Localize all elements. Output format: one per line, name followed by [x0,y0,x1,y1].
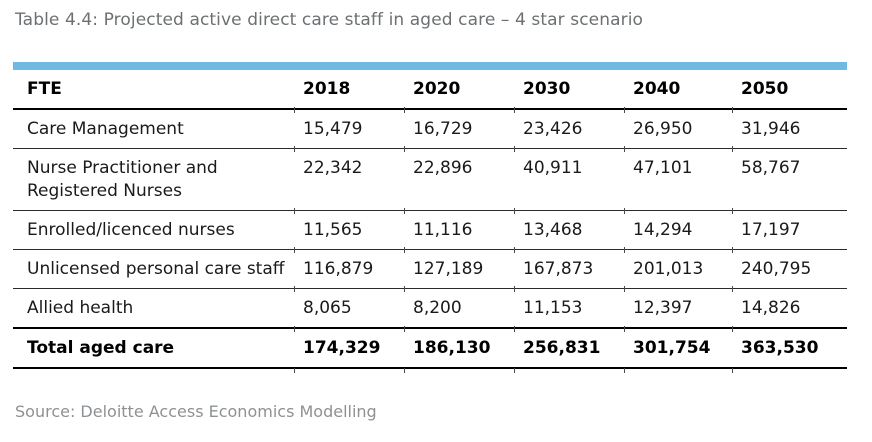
cell-value: 174,329 [294,325,405,372]
table-total-row: Total aged care 174,329 186,130 256,831 … [13,325,847,372]
cell-value: 8,200 [404,285,515,329]
cell-value: 13,468 [514,207,625,250]
table-caption: Table 4.4: Projected active direct care … [15,10,644,30]
cell-value: 11,153 [514,285,625,329]
row-label: Allied health [13,288,295,329]
column-header-2040: 2040 [625,70,733,110]
cell-value: 167,873 [514,246,625,289]
row-label: Enrolled/licenced nurses [13,210,295,250]
table-row: Nurse Practitioner and Registered Nurses… [13,145,847,211]
cell-value: 11,116 [404,207,515,250]
cell-value: 12,397 [624,285,733,329]
header-row: FTE 2018 2020 2030 2040 2050 [13,70,847,110]
cell-value: 58,767 [732,145,847,211]
column-header-fte: FTE [13,70,295,110]
column-header-2050: 2050 [733,70,847,110]
cell-value: 22,342 [294,145,405,211]
cell-value: 22,896 [404,145,515,211]
cell-value: 301,754 [624,325,733,372]
cell-value: 23,426 [514,106,625,149]
cell-value: 14,294 [624,207,733,250]
cell-value: 14,826 [732,285,847,329]
cell-value: 240,795 [732,246,847,289]
row-label: Nurse Practitioner and Registered Nurses [13,148,295,211]
fte-projection-table: FTE 2018 2020 2030 2040 2050 Care Manage… [13,70,847,372]
accent-bar [13,62,847,70]
cell-value: 186,130 [404,325,515,372]
column-header-2018: 2018 [295,70,405,110]
table-row: Unlicensed personal care staff 116,879 1… [13,246,847,289]
cell-value: 26,950 [624,106,733,149]
cell-value: 31,946 [732,106,847,149]
row-label: Unlicensed personal care staff [13,249,295,289]
row-label: Care Management [13,109,295,149]
cell-value: 201,013 [624,246,733,289]
cell-value: 256,831 [514,325,625,372]
cell-value: 17,197 [732,207,847,250]
column-header-2030: 2030 [515,70,625,110]
cell-value: 363,530 [732,325,847,372]
cell-value: 8,065 [294,285,405,329]
cell-value: 116,879 [294,246,405,289]
cell-value: 15,479 [294,106,405,149]
cell-value: 16,729 [404,106,515,149]
table-row: Allied health 8,065 8,200 11,153 12,397 … [13,285,847,329]
cell-value: 127,189 [404,246,515,289]
source-note: Source: Deloitte Access Economics Modell… [15,402,377,421]
table-row: Enrolled/licenced nurses 11,565 11,116 1… [13,207,847,250]
cell-value: 40,911 [514,145,625,211]
data-table: FTE 2018 2020 2030 2040 2050 Care Manage… [13,62,847,372]
row-label-total: Total aged care [13,328,295,369]
cell-value: 11,565 [294,207,405,250]
table-row: Care Management 15,479 16,729 23,426 26,… [13,106,847,149]
column-header-2020: 2020 [405,70,515,110]
cell-value: 47,101 [624,145,733,211]
